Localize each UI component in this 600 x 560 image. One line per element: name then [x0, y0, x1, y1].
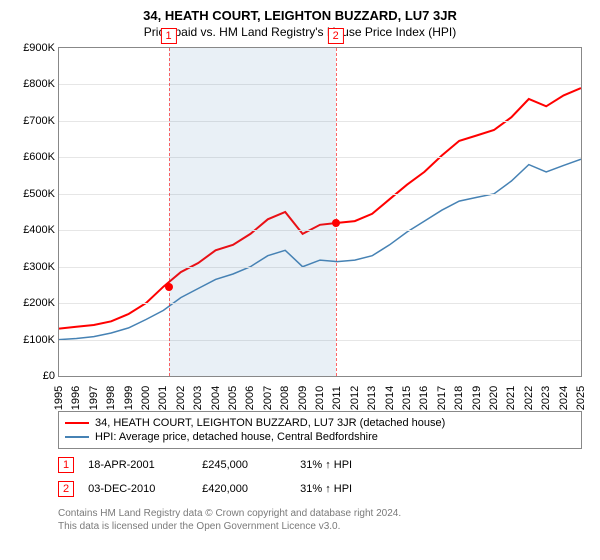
sale-date: 03-DEC-2010: [88, 483, 188, 495]
legend-swatch-hpi: [65, 436, 89, 438]
marker-line: [169, 48, 170, 376]
x-tick-label: 2020: [488, 386, 500, 410]
x-tick-label: 2015: [401, 386, 413, 410]
sale-marker: 1: [58, 457, 74, 473]
x-tick-label: 2014: [384, 386, 396, 410]
sale-price: £420,000: [202, 483, 286, 495]
y-tick-label: £700K: [13, 115, 59, 127]
y-tick-label: £0: [13, 370, 59, 382]
x-tick-label: 2003: [192, 386, 204, 410]
y-tick-label: £100K: [13, 334, 59, 346]
x-tick-label: 2018: [453, 386, 465, 410]
sale-dot: [332, 219, 340, 227]
x-tick-label: 2008: [279, 386, 291, 410]
x-tick-label: 2019: [471, 386, 483, 410]
y-tick-label: £300K: [13, 261, 59, 273]
footer-line: Contains HM Land Registry data © Crown c…: [58, 507, 582, 520]
x-tick-label: 2006: [244, 386, 256, 410]
sale-date: 18-APR-2001: [88, 459, 188, 471]
x-tick-label: 2001: [157, 386, 169, 410]
x-tick-label: 2011: [331, 386, 343, 410]
x-tick-label: 2004: [210, 386, 222, 410]
sale-pct: 31% ↑ HPI: [300, 459, 352, 471]
marker-line: [336, 48, 337, 376]
x-tick-label: 1999: [123, 386, 135, 410]
legend-swatch-property: [65, 422, 89, 424]
footer: Contains HM Land Registry data © Crown c…: [58, 507, 582, 533]
legend-label-property: 34, HEATH COURT, LEIGHTON BUZZARD, LU7 3…: [95, 417, 445, 429]
sale-pct: 31% ↑ HPI: [300, 483, 352, 495]
marker-label: 1: [161, 28, 177, 44]
sale-row: 1 18-APR-2001 £245,000 31% ↑ HPI: [58, 457, 582, 473]
x-tick-label: 2024: [558, 386, 570, 410]
x-tick-label: 2025: [575, 386, 587, 410]
x-tick-label: 2009: [297, 386, 309, 410]
y-tick-label: £600K: [13, 151, 59, 163]
y-tick-label: £900K: [13, 42, 59, 54]
x-tick-label: 1996: [70, 386, 82, 410]
y-tick-label: £200K: [13, 297, 59, 309]
x-tick-label: 2023: [540, 386, 552, 410]
sale-price: £245,000: [202, 459, 286, 471]
x-tick-label: 2017: [436, 386, 448, 410]
legend-label-hpi: HPI: Average price, detached house, Cent…: [95, 431, 378, 443]
page-title: 34, HEATH COURT, LEIGHTON BUZZARD, LU7 3…: [12, 8, 588, 23]
x-tick-label: 2013: [366, 386, 378, 410]
shade-band: [169, 48, 336, 376]
y-tick-label: £500K: [13, 188, 59, 200]
y-tick-label: £400K: [13, 224, 59, 236]
x-tick-label: 1995: [53, 386, 65, 410]
sale-row: 2 03-DEC-2010 £420,000 31% ↑ HPI: [58, 481, 582, 497]
x-tick-label: 1998: [105, 386, 117, 410]
sale-marker: 2: [58, 481, 74, 497]
price-chart: £0£100K£200K£300K£400K£500K£600K£700K£80…: [58, 47, 582, 377]
x-tick-label: 2000: [140, 386, 152, 410]
x-tick-label: 2002: [175, 386, 187, 410]
x-tick-label: 2016: [418, 386, 430, 410]
footer-line: This data is licensed under the Open Gov…: [58, 520, 582, 533]
x-tick-label: 2005: [227, 386, 239, 410]
x-tick-label: 1997: [88, 386, 100, 410]
sale-dot: [165, 283, 173, 291]
x-tick-label: 2012: [349, 386, 361, 410]
y-tick-label: £800K: [13, 78, 59, 90]
page-subtitle: Price paid vs. HM Land Registry's House …: [12, 25, 588, 39]
x-tick-label: 2007: [262, 386, 274, 410]
marker-label: 2: [328, 28, 344, 44]
x-tick-label: 2021: [505, 386, 517, 410]
x-tick-label: 2010: [314, 386, 326, 410]
legend-box: 34, HEATH COURT, LEIGHTON BUZZARD, LU7 3…: [58, 411, 582, 449]
x-tick-label: 2022: [523, 386, 535, 410]
